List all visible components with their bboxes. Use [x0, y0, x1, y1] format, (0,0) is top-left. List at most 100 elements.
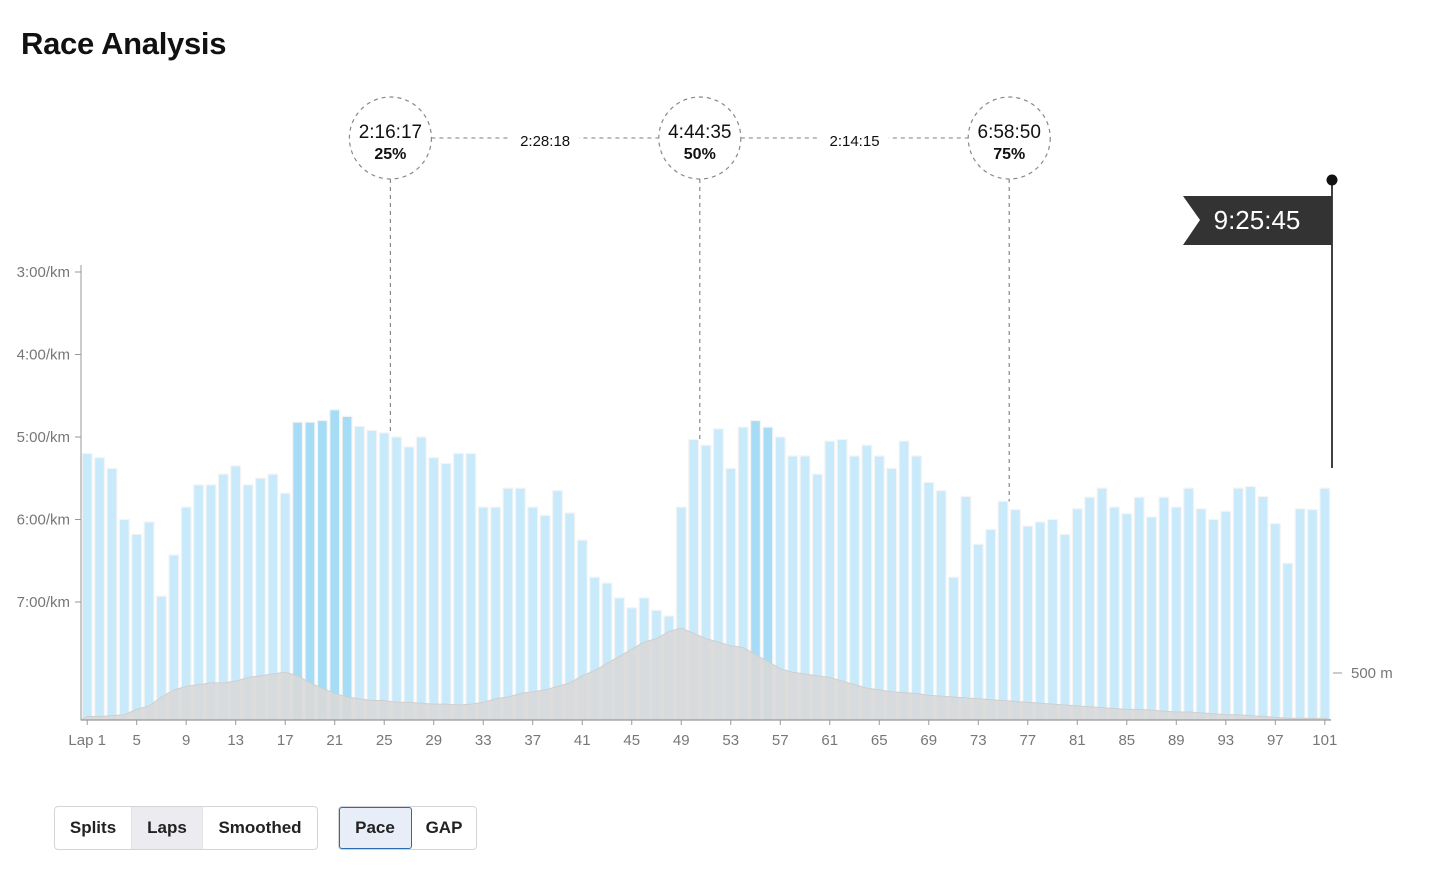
pace-bar	[1232, 487, 1244, 721]
pace-bar	[1195, 508, 1207, 721]
pace-bar	[1047, 518, 1059, 721]
pace-bar	[94, 457, 106, 721]
segment-time: 2:14:15	[829, 133, 879, 150]
pace-bar	[316, 419, 328, 721]
pace-bar	[1207, 518, 1219, 721]
pace-bar	[366, 429, 378, 721]
pace-bar	[1121, 513, 1133, 721]
pace-bar	[960, 495, 972, 721]
view-mode-group: Splits Laps Smoothed	[54, 806, 318, 850]
gap-button[interactable]: GAP	[425, 818, 463, 837]
pace-bar	[490, 506, 502, 721]
x-tick-label: 45	[623, 732, 640, 749]
segment-label-bg	[511, 128, 580, 148]
pace-bar	[1319, 487, 1331, 721]
pace-bar	[1096, 487, 1108, 721]
pace-bar	[873, 455, 885, 721]
pace-bar	[143, 521, 155, 721]
pace-bar	[1034, 521, 1046, 721]
x-tick-label: 9	[182, 732, 190, 749]
x-tick-label: Lap 1	[68, 732, 106, 749]
pace-bar	[452, 452, 464, 721]
elevation-tick-label: 500 m	[1351, 665, 1393, 682]
pace-bar	[1245, 485, 1257, 721]
pace-bar	[849, 455, 861, 721]
x-tick-label: 49	[673, 732, 690, 749]
pace-bar	[527, 506, 539, 721]
y-tick-label: 7:00/km	[17, 594, 70, 611]
checkpoint-time: 4:44:35	[668, 122, 731, 143]
pace-bar	[985, 528, 997, 721]
pace-bar	[1133, 496, 1145, 721]
smoothed-button[interactable]: Smoothed	[218, 818, 302, 837]
pace-bar	[861, 444, 873, 721]
x-tick-label: 13	[227, 732, 244, 749]
pace-bar	[1183, 487, 1195, 721]
pace-bar	[106, 467, 118, 721]
pace-bar	[1294, 508, 1306, 721]
checkpoint-percent: 75%	[993, 146, 1025, 163]
pace-bar	[1306, 509, 1318, 721]
elevation-area	[79, 627, 1332, 721]
finish-flag	[1183, 196, 1332, 245]
pace-bar	[1059, 533, 1071, 721]
race-analysis-chart: 3:00/km 4:00/km 5:00/km 6:00/km 7:00/km Lap 1…	[17, 96, 1393, 749]
x-tick-label: 29	[425, 732, 442, 749]
y-tick-label: 3:00/km	[17, 264, 70, 281]
x-tick-label: 61	[821, 732, 838, 749]
elevation-layer	[79, 627, 1332, 721]
x-tick-label: 33	[475, 732, 492, 749]
x-tick-label: 17	[277, 732, 294, 749]
x-tick-label: 69	[920, 732, 937, 749]
x-tick-label: 77	[1019, 732, 1036, 749]
pace-bar	[935, 490, 947, 721]
segment-time: 2:28:18	[520, 133, 570, 150]
pace-bar	[972, 543, 984, 721]
pace-bar	[502, 487, 514, 721]
pace-bar	[1158, 496, 1170, 721]
pace-bar	[378, 432, 390, 721]
pace-bar	[1071, 508, 1083, 721]
finish-pole-knob	[1326, 174, 1338, 186]
pace-button[interactable]: Pace	[339, 807, 412, 849]
pace-bar	[910, 455, 922, 721]
pace-bar	[1269, 523, 1281, 721]
x-tick-label: 25	[376, 732, 393, 749]
y-tick-label: 4:00/km	[17, 347, 70, 364]
x-tick-label: 97	[1267, 732, 1284, 749]
axes: 3:00/km 4:00/km 5:00/km 6:00/km 7:00/km Lap 1…	[17, 264, 1393, 749]
checkpoint-percent: 25%	[374, 146, 406, 163]
pace-bar	[514, 487, 526, 721]
pace-bar	[440, 462, 452, 721]
pace-bar	[118, 518, 130, 721]
pace-bar	[1257, 495, 1269, 721]
x-tick-label: 21	[326, 732, 343, 749]
x-tick-label: 101	[1312, 732, 1337, 749]
pace-bar	[131, 533, 143, 721]
pace-bar	[1282, 562, 1294, 721]
pace-bar	[1084, 496, 1096, 721]
x-tick-label: 93	[1217, 732, 1234, 749]
pace-bar	[329, 409, 341, 721]
pace-bar	[81, 452, 93, 721]
pace-bar	[1022, 525, 1034, 721]
laps-button[interactable]: Laps	[132, 807, 203, 849]
pace-bar	[477, 506, 489, 721]
pace-bar	[304, 421, 316, 721]
checkpoint-time: 2:16:17	[359, 122, 422, 143]
pace-bar	[997, 500, 1009, 721]
finish-flag: 9:25:45	[1183, 174, 1338, 468]
pace-bar	[898, 440, 910, 721]
checkpoints: 2:16:17 25% 4:44:35 50% 6:58:50 75% 2:28:18 2:1…	[348, 96, 1051, 502]
pace-bar	[1146, 516, 1158, 721]
pace-bar	[465, 452, 477, 721]
pace-bar	[341, 415, 353, 721]
x-tick-label: 89	[1168, 732, 1185, 749]
segment-label-bg	[820, 128, 889, 148]
finish-time: 9:25:45	[1214, 205, 1301, 235]
pace-bar	[1009, 509, 1021, 721]
pace-bar	[836, 438, 848, 721]
splits-button[interactable]: Splits	[55, 807, 132, 849]
x-tick-label: 65	[871, 732, 888, 749]
pace-bar	[353, 425, 365, 721]
